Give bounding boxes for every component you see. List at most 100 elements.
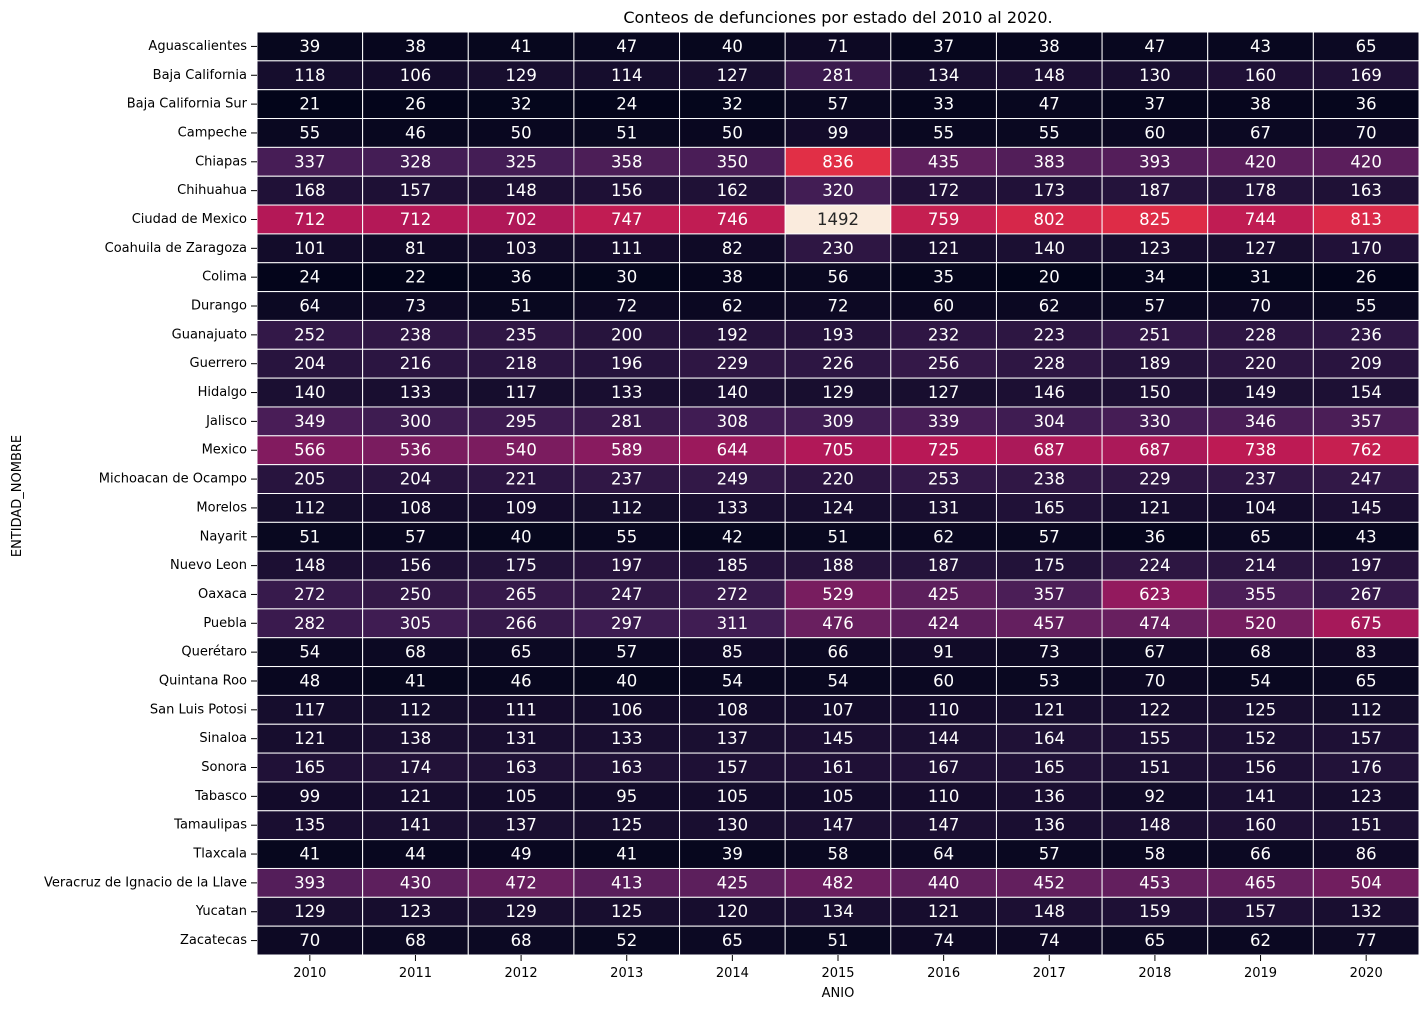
cell-value-label: 54 (299, 643, 320, 662)
cell-value-label: 54 (722, 671, 743, 690)
heatmap-cell (362, 435, 469, 466)
cell-value-label: 65 (722, 931, 743, 950)
cell-value-label: 57 (828, 95, 849, 114)
heatmap-cell (573, 204, 681, 235)
heatmap-cell (890, 608, 997, 639)
heatmap-cell (995, 406, 1103, 437)
cell-value-label: 35 (933, 268, 954, 287)
heatmap-cell (256, 60, 364, 91)
cell-value-label: 188 (822, 556, 854, 575)
y-tick-label: Querétaro (181, 645, 247, 660)
heatmap-cell (1207, 146, 1314, 177)
cell-value-label: 430 (400, 873, 432, 892)
cell-value-label: 48 (299, 671, 320, 690)
cell-value-label: 237 (1245, 470, 1277, 489)
cell-value-label: 55 (1039, 123, 1060, 142)
cell-value-label: 57 (616, 643, 637, 662)
heatmap-cell (1312, 781, 1420, 812)
heatmap-cell (1312, 175, 1420, 206)
cell-value-label: 91 (933, 643, 954, 662)
heatmap-cell (784, 291, 892, 321)
y-axis-label: ENTIDAD_NOMBRE (10, 435, 25, 557)
cell-value-label: 187 (1139, 181, 1171, 200)
cell-value-label: 121 (400, 787, 432, 806)
cell-value-label: 39 (722, 845, 743, 864)
cell-value-label: 147 (822, 816, 854, 835)
heatmap-cell (1207, 925, 1314, 956)
cell-value-label: 204 (294, 354, 326, 373)
cell-value-label: 309 (822, 412, 854, 431)
x-tick-label: 2015 (821, 966, 854, 981)
heatmap-cell (679, 233, 786, 264)
heatmap-cell (784, 493, 892, 523)
cell-value-label: 83 (1356, 643, 1377, 662)
y-tick-label: Nuevo Leon (170, 558, 247, 573)
heatmap-cell (362, 521, 469, 552)
cell-value-label: 131 (928, 498, 960, 517)
heatmap-cell (890, 204, 997, 235)
cell-value-label: 644 (717, 441, 749, 460)
heatmap-cell (467, 781, 575, 812)
heatmap-cell (1312, 608, 1420, 639)
cell-value-label: 38 (405, 37, 426, 56)
cell-value-label: 156 (1245, 758, 1277, 777)
y-tick-label: Mexico (202, 443, 247, 458)
heatmap-cell (362, 31, 469, 62)
cell-value-label: 66 (1250, 845, 1271, 864)
cell-value-label: 123 (1139, 239, 1171, 258)
cell-value-label: 47 (1039, 95, 1060, 114)
cell-value-label: 178 (1245, 181, 1277, 200)
cell-value-label: 57 (1039, 527, 1060, 546)
heatmap-cell (784, 233, 892, 264)
heatmap-cells: 39 38 41 47 40 71 37 38 47 43 65 118 106 129 114 127 281… (256, 31, 1420, 956)
heatmap-cell (573, 925, 681, 956)
y-tick-label: Morelos (196, 500, 247, 515)
cell-value-label: 135 (294, 816, 326, 835)
cell-value-label: 589 (611, 441, 643, 460)
cell-value-label: 136 (1034, 816, 1066, 835)
cell-value-label: 129 (822, 383, 854, 402)
cell-value-label: 151 (1350, 816, 1382, 835)
cell-value-label: 157 (717, 758, 749, 777)
cell-value-label: 435 (928, 152, 960, 171)
cell-value-label: 111 (611, 239, 643, 258)
heatmap-cell (256, 175, 364, 206)
heatmap-cell (995, 867, 1103, 898)
cell-value-label: 320 (822, 181, 854, 200)
cell-value-label: 130 (717, 816, 749, 835)
cell-value-label: 26 (1356, 268, 1377, 287)
heatmap-cell (1312, 550, 1420, 581)
heatmap-cell (995, 925, 1103, 956)
heatmap-cell (256, 637, 364, 668)
heatmap-cell (467, 666, 575, 696)
heatmap-cell (995, 637, 1103, 668)
heatmap-cell (467, 118, 575, 148)
cell-value-label: 687 (1139, 441, 1171, 460)
heatmap-cell (1101, 406, 1209, 437)
cell-value-label: 26 (405, 95, 426, 114)
heatmap-cell (1312, 31, 1420, 62)
heatmap-cell (679, 723, 786, 754)
cell-value-label: 62 (1250, 931, 1271, 950)
heatmap-cell (362, 319, 469, 350)
cell-value-label: 107 (822, 700, 854, 719)
cell-value-label: 125 (1245, 700, 1277, 719)
heatmap-cell (1312, 348, 1420, 379)
cell-value-label: 350 (717, 152, 749, 171)
cell-value-label: 141 (400, 816, 432, 835)
cell-value-label: 127 (1245, 239, 1277, 258)
cell-value-label: 20 (1039, 268, 1060, 287)
cell-value-label: 138 (400, 729, 432, 748)
heatmap-cell (995, 723, 1103, 754)
heatmap-cell (362, 493, 469, 523)
heatmap-cell (1312, 262, 1420, 293)
y-tick-label: Nayarit (200, 529, 247, 544)
heatmap-cell (1312, 867, 1420, 898)
cell-value-label: 40 (511, 527, 532, 546)
cell-value-label: 295 (505, 412, 537, 431)
heatmap-cell (995, 521, 1103, 552)
cell-value-label: 133 (611, 383, 643, 402)
y-tick-label: Durango (191, 299, 247, 314)
cell-value-label: 504 (1350, 873, 1382, 892)
heatmap-cell (362, 781, 469, 812)
